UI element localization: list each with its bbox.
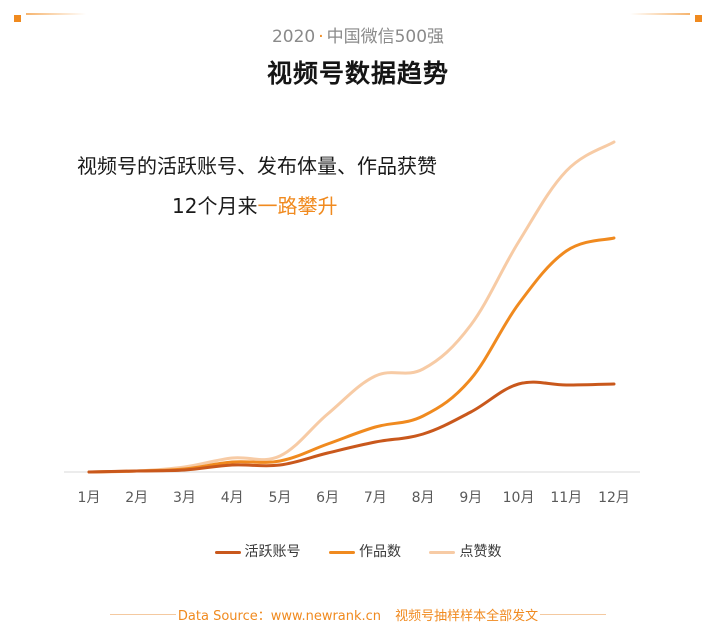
x-tick-label: 9月 (459, 490, 482, 506)
annotation-highlight: 一路攀升 (257, 194, 338, 218)
corner-square-top-right (695, 15, 702, 22)
legend-item-works: 作品数 (329, 541, 401, 561)
series-layer (87, 140, 616, 474)
annotation-line-1: 视频号的活跃账号、发布体量、作品获赞 (77, 154, 437, 178)
corner-square-top-left (14, 15, 21, 22)
x-tick-label: 11月 (550, 490, 582, 506)
series-line-2 (87, 140, 616, 474)
x-tick-label: 8月 (412, 490, 435, 506)
series-line-1 (87, 236, 616, 474)
footer-source: Data Source：www.newrank.cn (177, 609, 382, 624)
legend-label-likes: 点赞数 (459, 544, 502, 560)
footer-line-right (540, 614, 606, 615)
x-tick-label: 7月 (364, 490, 387, 506)
x-tick-label: 3月 (173, 490, 196, 506)
x-tick-label: 10月 (503, 490, 535, 506)
header-separator: · (318, 27, 324, 47)
x-tick-label: 2月 (125, 490, 148, 506)
page-title: 视频号数据趋势 (266, 59, 449, 88)
x-tick-label: 12月 (598, 490, 630, 506)
x-tick-label: 6月 (316, 490, 339, 506)
legend-item-likes: 点赞数 (429, 541, 501, 561)
annotation-line-2: 12个月来一路攀升 (172, 190, 337, 219)
footer: Data Source：www.newrank.cn 视频号抽样样本全部发文 (0, 605, 716, 624)
legend-swatch-works (329, 550, 355, 554)
corner-line-top-right (630, 13, 690, 15)
legend: 活跃账号 作品数 点赞数 (0, 541, 716, 561)
annotation-prefix: 12个月来 (172, 194, 258, 218)
legend-label-active: 活跃账号 (244, 544, 301, 560)
header-subtitle: 2020 · 中国微信500强 (0, 22, 716, 47)
header-year: 2020 (271, 27, 316, 47)
series-line-0 (87, 380, 616, 474)
legend-item-active: 活跃账号 (214, 541, 301, 561)
x-tick-label: 4月 (221, 490, 244, 506)
legend-swatch-active (214, 550, 241, 554)
x-tick-label: 5月 (268, 490, 291, 506)
header-org: 中国微信500强 (326, 27, 445, 47)
x-tick-label: 1月 (78, 490, 101, 506)
legend-label-works: 作品数 (359, 544, 401, 560)
corner-line-top-left (26, 13, 86, 15)
footer-note: 视频号抽样样本全部发文 (395, 609, 539, 624)
x-tick-layer: 1月 2月 3月 4月 5月 6月 7月 8月 9月 10月 11月 12月 (78, 490, 630, 506)
footer-line-left (110, 614, 176, 615)
legend-swatch-likes (429, 550, 456, 554)
